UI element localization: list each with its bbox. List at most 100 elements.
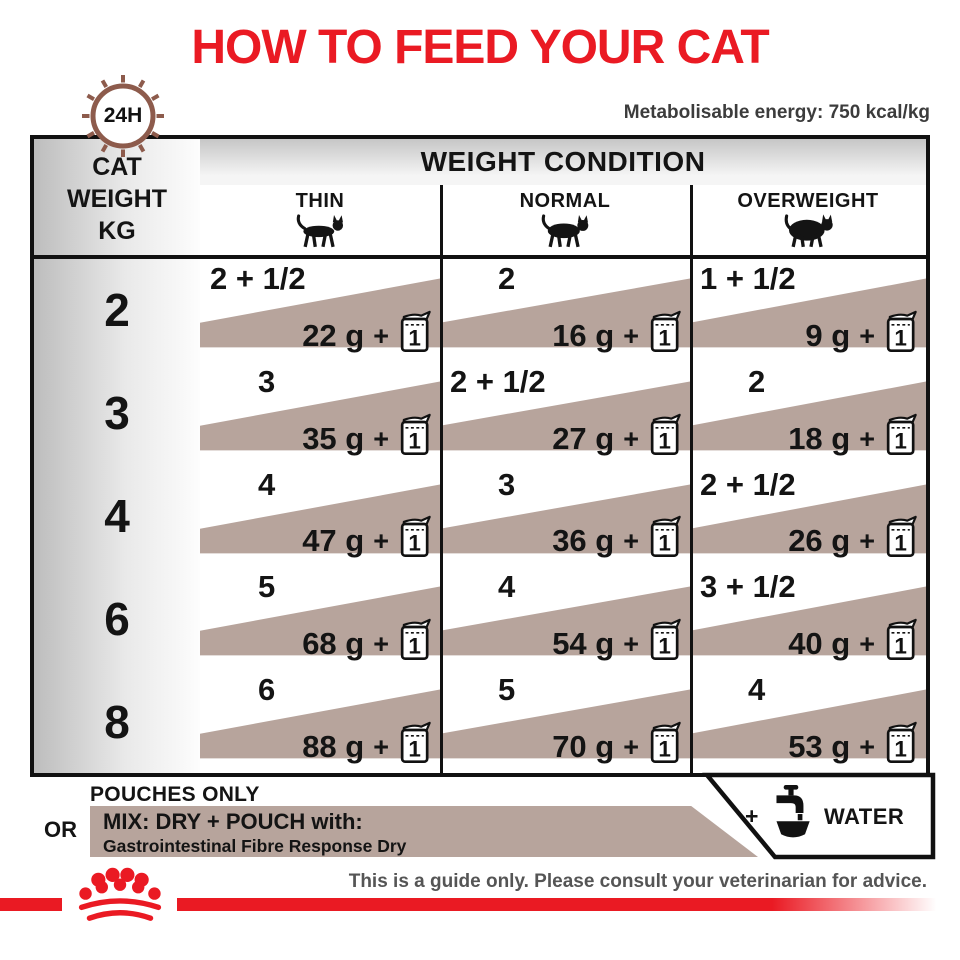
dry-food-line: 27 g + 1 — [552, 412, 683, 456]
svg-text:1: 1 — [894, 737, 907, 762]
pouch-icon: 1 — [886, 721, 917, 763]
plus-sign: + — [859, 526, 875, 557]
plus-sign: + — [859, 320, 875, 351]
wedge-shape — [200, 278, 440, 348]
dry-grams: 27 g — [552, 420, 615, 456]
mix-option-box: MIX: DRY + POUCH with: Gastrointestinal … — [90, 806, 758, 857]
feeding-cell: 3 36 g + 1 — [440, 465, 690, 568]
brand-crown-logo — [64, 867, 176, 930]
dry-grams: 36 g — [552, 523, 615, 559]
wedge-shape — [200, 484, 440, 553]
feeding-cell: 1 + 1/2 9 g + 1 — [690, 259, 926, 362]
condition-label: THIN — [295, 190, 345, 212]
feeding-cell: 2 + 1/2 22 g + 1 — [200, 259, 440, 362]
condition-body-column: 2 + 1/2 22 g + 1 3 35 g + 1 4 47 g — [200, 259, 440, 773]
dry-grams: 88 g — [302, 728, 365, 764]
dry-food-line: 40 g + 1 — [788, 617, 919, 661]
wedge-shape — [690, 586, 926, 656]
dry-grams: 22 g — [302, 317, 365, 353]
pouch-icon: 1 — [886, 619, 917, 661]
plus-sign: + — [623, 526, 639, 557]
wedge-shape — [440, 586, 690, 656]
pouch-icon: 1 — [400, 310, 431, 352]
24h-dial-icon: 24H — [80, 73, 166, 159]
water-plus-sign: + — [745, 803, 759, 829]
condition-body-column: 2 16 g + 1 2 + 1/2 27 g + 1 3 36 g — [440, 259, 690, 773]
pouch-icon: 1 — [650, 516, 681, 558]
dry-grams: 26 g — [788, 523, 851, 559]
water-tap-icon — [768, 785, 814, 841]
feeding-cell: 2 16 g + 1 — [440, 259, 690, 362]
condition-column: THIN — [200, 185, 440, 255]
cat-weight-header-line: WEIGHT — [67, 185, 167, 213]
condition-column: OVERWEIGHT — [690, 185, 926, 255]
cat-weight-value: 3 — [104, 387, 130, 440]
svg-text:1: 1 — [658, 531, 671, 556]
page-title: HOW TO FEED YOUR CAT — [191, 21, 769, 74]
condition-header-row: THIN NORMAL OVERWEIGHT — [200, 185, 926, 255]
red-stripe-left — [0, 898, 62, 911]
wedge-shape — [440, 278, 690, 348]
svg-text:1: 1 — [894, 634, 907, 659]
svg-text:1: 1 — [408, 634, 421, 659]
wedge-shape — [440, 689, 690, 759]
pouch-count: 4 — [258, 466, 276, 502]
svg-text:1: 1 — [658, 428, 671, 453]
wedge-shape — [690, 278, 926, 348]
pouch-count: 2 + 1/2 — [700, 466, 796, 502]
feeding-cell: 5 70 g + 1 — [440, 670, 690, 773]
header-divider-line — [34, 255, 926, 259]
feeding-cell: 4 54 g + 1 — [440, 567, 690, 670]
dry-food-line: 18 g + 1 — [788, 412, 919, 455]
dry-food-line: 35 g + 1 — [302, 412, 433, 455]
plus-sign: + — [859, 629, 875, 660]
pouch-icon: 1 — [886, 413, 917, 455]
dial-label: 24H — [103, 104, 143, 127]
water-label: WATER — [824, 804, 905, 829]
column-divider — [440, 185, 443, 773]
footer-note: This is a guide only. Please consult you… — [348, 871, 927, 892]
wedge-shape — [200, 381, 440, 451]
condition-label: NORMAL — [519, 190, 611, 212]
plus-sign: + — [373, 629, 389, 660]
pouch-count: 3 — [258, 363, 276, 399]
feeding-cell: 4 47 g + 1 — [200, 465, 440, 568]
pouch-icon: 1 — [400, 516, 431, 558]
wedge-shape — [200, 586, 440, 656]
feeding-cell: 6 88 g + 1 — [200, 670, 440, 773]
condition-body-column: 1 + 1/2 9 g + 1 2 18 g + 1 2 + 1/2 26 — [690, 259, 926, 773]
dry-food-line: 68 g + 1 — [302, 617, 433, 661]
pouch-count: 4 — [498, 569, 516, 605]
plus-sign: + — [623, 731, 639, 762]
cat-weight-value: 4 — [104, 489, 130, 542]
cat-weight-header-line: CAT — [92, 153, 142, 181]
dry-food-line: 26 g + 1 — [788, 514, 919, 559]
feeding-grid: 2 + 1/2 22 g + 1 3 35 g + 1 4 47 g — [200, 259, 926, 773]
wedge-shape — [200, 689, 440, 759]
or-label: OR — [44, 817, 77, 842]
pouch-count: 5 — [498, 672, 516, 708]
dry-food-line: 36 g + 1 — [552, 514, 683, 559]
dry-food-line: 16 g + 1 — [552, 309, 683, 353]
red-stripe-right — [177, 898, 960, 911]
dry-food-line: 88 g + 1 — [302, 720, 433, 764]
dry-grams: 16 g — [552, 317, 615, 353]
pouch-icon: 1 — [650, 619, 681, 661]
wedge-shape — [440, 381, 690, 451]
pouch-icon: 1 — [650, 721, 681, 763]
feeding-cell: 2 + 1/2 26 g + 1 — [690, 465, 926, 568]
plus-sign: + — [859, 731, 875, 762]
feeding-cell: 5 68 g + 1 — [200, 567, 440, 670]
pouch-icon: 1 — [400, 413, 431, 455]
plus-sign: + — [373, 526, 389, 557]
pouch-count: 2 + 1/2 — [450, 363, 546, 399]
svg-text:1: 1 — [408, 428, 421, 453]
cat-weight-header: CAT WEIGHT KG — [34, 139, 200, 259]
plus-sign: + — [373, 731, 389, 762]
feeding-cell: 3 + 1/2 40 g + 1 — [690, 567, 926, 670]
feeding-cell: 2 18 g + 1 — [690, 362, 926, 465]
feeding-cell: 4 53 g + 1 — [690, 670, 926, 773]
pouches-only-label: POUCHES ONLY — [90, 783, 260, 806]
pouch-icon: 1 — [886, 516, 917, 558]
pouch-count: 3 — [498, 466, 516, 502]
